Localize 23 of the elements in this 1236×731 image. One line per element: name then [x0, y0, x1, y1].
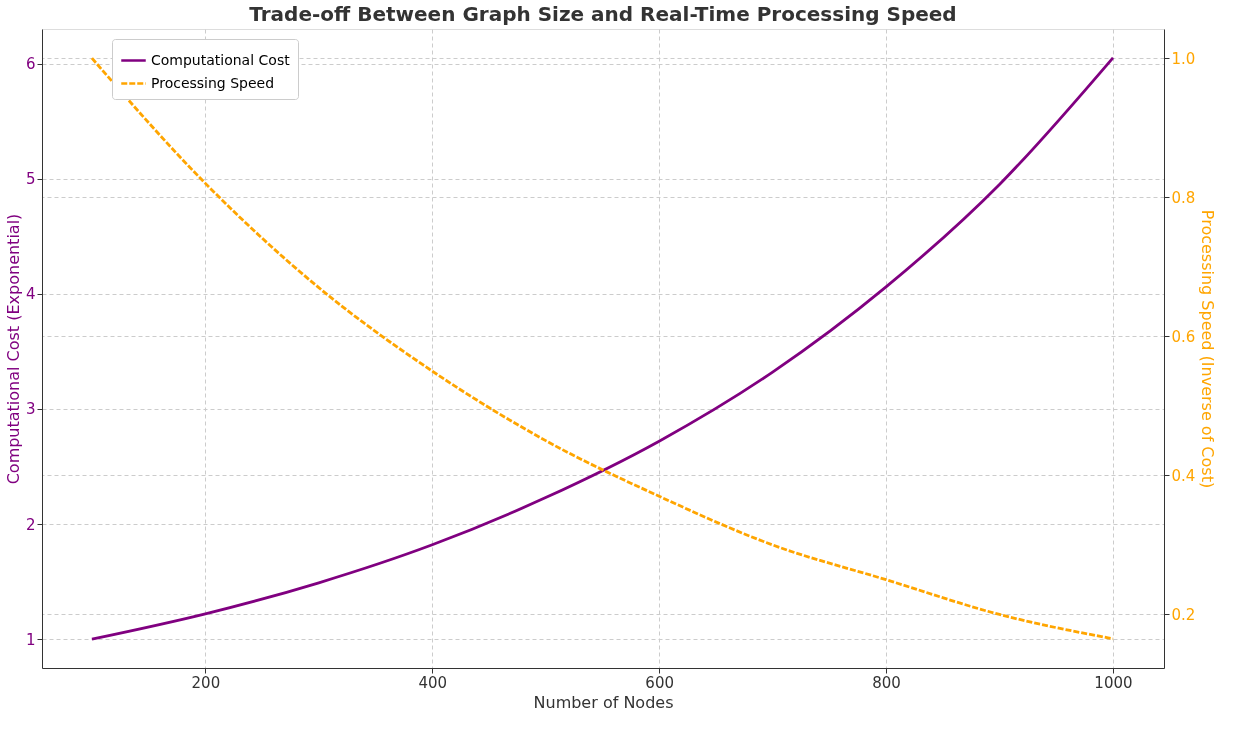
x-axis-title: Number of Nodes: [533, 692, 674, 712]
y-tick-label: 5: [25, 170, 36, 189]
y2-axis-title: Processing Speed (Inverse of Cost): [1198, 209, 1218, 489]
y2-tick-label: 0.2: [1171, 605, 1196, 624]
x-tick-label: 600: [645, 673, 674, 692]
y2-tick-label: 0.6: [1171, 327, 1196, 346]
y-tick-label: 6: [25, 55, 36, 74]
x-tick-label: 800: [872, 673, 901, 692]
y2-tick-label: 0.4: [1171, 466, 1196, 485]
y-axis-title: Computational Cost (Exponential): [3, 213, 23, 485]
y-tick-label: 3: [25, 400, 36, 419]
line-series: [90, 56, 1115, 641]
y-tick-label: 2: [25, 515, 36, 534]
x-tick-label: 200: [191, 673, 221, 692]
chart-title: Trade-off Between Graph Size and Real-Time Processing Speed: [249, 2, 957, 26]
legend-label: Processing Speed: [151, 74, 275, 91]
x-tick-label: 400: [418, 673, 448, 692]
legend-label: Computational Cost: [151, 51, 291, 68]
y2-tick-label: 1.0: [1171, 49, 1196, 68]
x-tick-label: 1000: [1094, 673, 1133, 692]
y2-tick-label: 0.8: [1171, 188, 1196, 207]
y-tick-label: 1: [25, 630, 36, 649]
y-tick-label: 4: [25, 285, 36, 304]
